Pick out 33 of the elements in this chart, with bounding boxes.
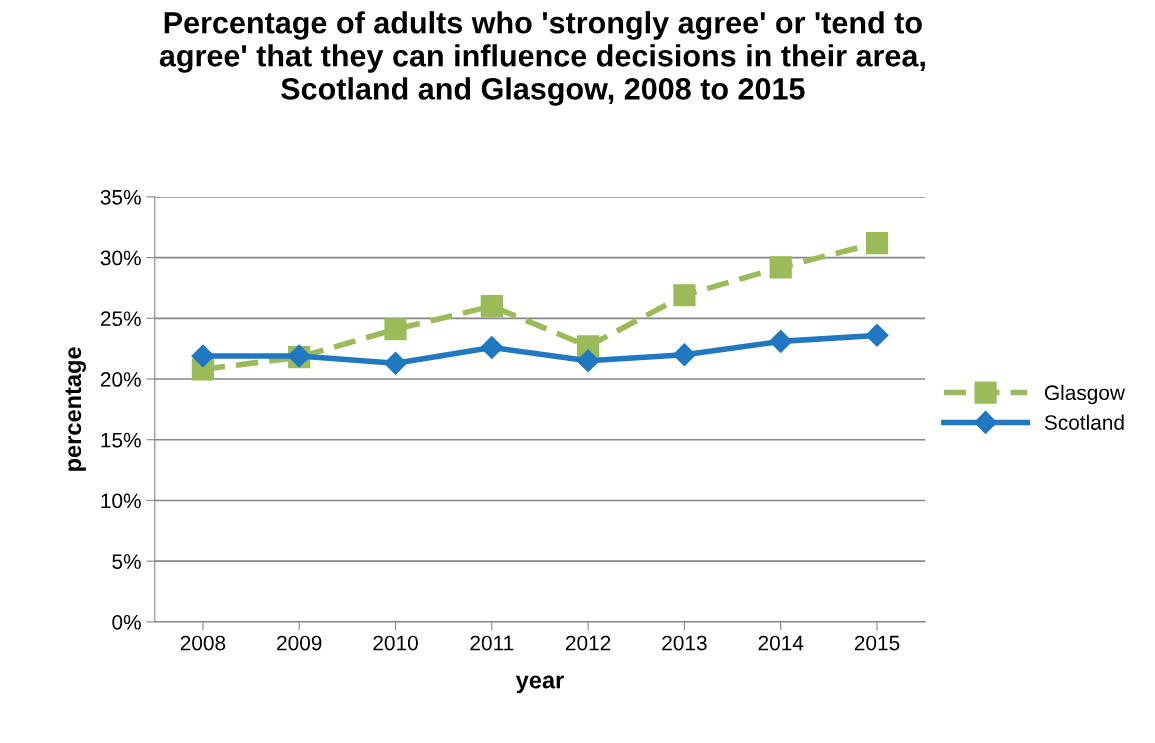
point — [673, 284, 696, 307]
y-axis-title: percentage — [65, 347, 86, 471]
x-tick-label: 2008 — [180, 635, 226, 651]
point — [384, 318, 407, 341]
y-tick-label: 25% — [100, 311, 141, 327]
y-tick-label: 35% — [100, 189, 141, 205]
y-tick-label: 30% — [100, 250, 141, 266]
x-tick-label: 2014 — [758, 635, 804, 651]
x-tick-label: 2010 — [373, 635, 418, 651]
point — [769, 329, 793, 353]
point — [672, 343, 696, 367]
y-tick-label: 10% — [101, 493, 141, 509]
point — [480, 335, 504, 359]
y-tick-label: 15% — [101, 432, 141, 448]
point — [576, 349, 600, 373]
x-tick-label: 2012 — [565, 635, 611, 651]
x-tick-label: 2011 — [470, 635, 514, 651]
y-tick-label: 5% — [112, 554, 141, 569]
x-axis-title: year — [515, 675, 564, 694]
x-tick-label: 2013 — [662, 635, 707, 651]
point — [480, 295, 503, 318]
legend-label: Glasgow — [1044, 384, 1126, 405]
point — [865, 323, 889, 347]
point — [384, 351, 408, 375]
point — [769, 256, 792, 279]
legend-label: Scotland — [1044, 414, 1124, 430]
y-tick-label: 0% — [112, 614, 141, 630]
y-tick-label: 20% — [100, 372, 141, 387]
x-tick-label: 2009 — [277, 635, 322, 651]
chart-title: Percentage of adults who 'strongly agree' or 'tend to agree' that they can influence decisions in their area, Scotland and Glasgow, 2008 to 2015 — [159, 11, 925, 106]
x-tick-label: 2015 — [854, 635, 900, 651]
point — [865, 231, 889, 255]
point — [191, 344, 215, 368]
